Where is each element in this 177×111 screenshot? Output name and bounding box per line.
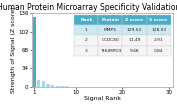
Text: Human Protein Microarray Specificity Validation: Human Protein Microarray Specificity Val… [0,3,177,12]
X-axis label: Signal Rank: Signal Rank [84,96,121,101]
Bar [56,86,59,87]
Bar [47,84,50,87]
Bar [42,81,45,87]
Y-axis label: Strength of Signal (Z score): Strength of Signal (Z score) [12,7,16,93]
Bar [65,86,68,87]
Bar [37,80,41,87]
Bar [33,17,36,87]
Bar [60,86,64,87]
Bar [51,85,54,87]
